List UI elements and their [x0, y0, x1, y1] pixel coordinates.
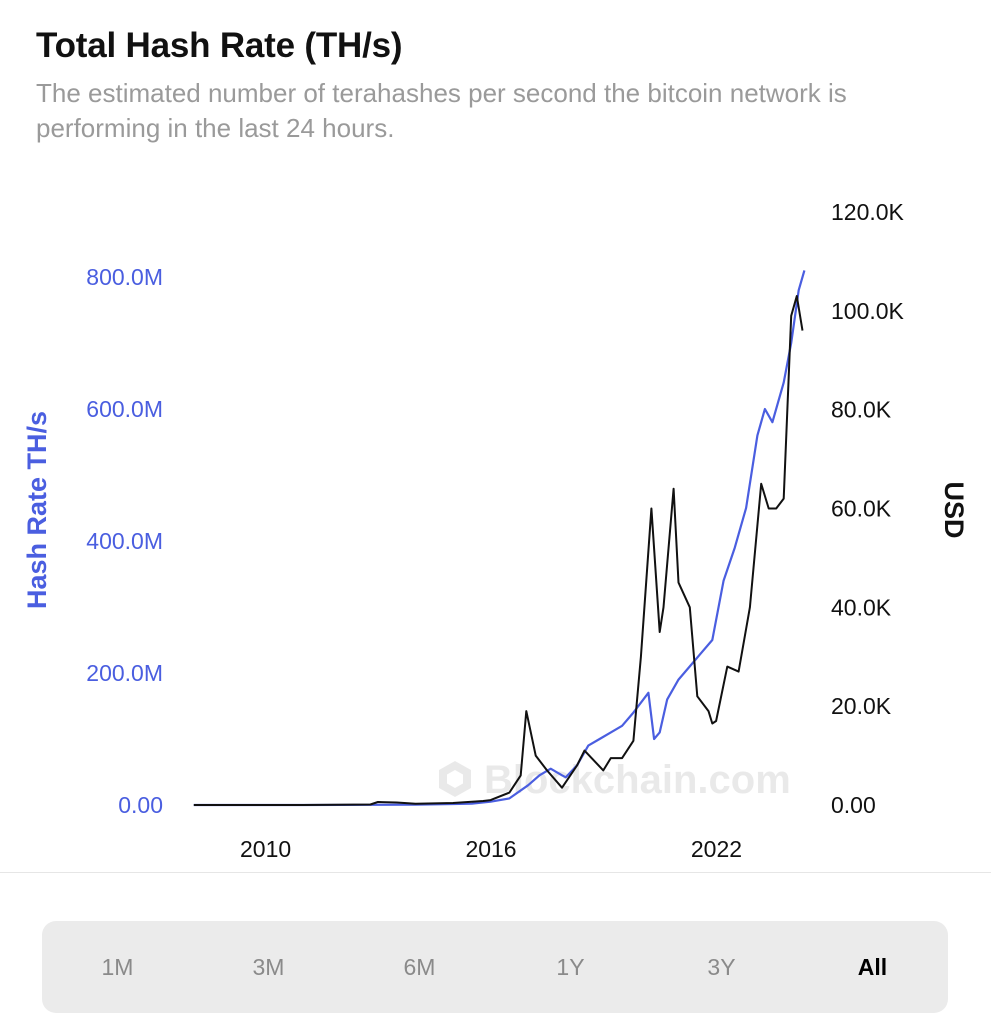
left-axis-tick-label: 600.0M: [86, 396, 163, 422]
hash-rate-series-line: [193, 270, 806, 807]
price-series-line: [193, 295, 804, 806]
x-axis-tick-label: 2016: [465, 836, 516, 860]
x-axis-tick-label: 2010: [240, 836, 291, 860]
range-1m-button[interactable]: 1M: [101, 953, 134, 980]
left-axis-tick-label: 0.00: [118, 792, 163, 818]
right-axis-tick-label: 20.0K: [831, 693, 892, 719]
left-axis-tick-label: 200.0M: [86, 660, 163, 686]
range-1y-button[interactable]: 1Y: [556, 953, 585, 980]
chart-title: Total Hash Rate (TH/s): [36, 26, 403, 65]
range-6m-button[interactable]: 6M: [403, 953, 436, 980]
range-3m-button[interactable]: 3M: [252, 953, 285, 980]
right-axis-tick-label: 40.0K: [831, 594, 892, 620]
right-axis-tick-label: 60.0K: [831, 496, 892, 522]
right-axis-ticks: 0.00 20.0K 40.0K 60.0K 80.0K 100.0K 120.0K: [831, 199, 905, 818]
x-axis-tick-label: 2022: [691, 836, 742, 860]
time-range-selector: 1M 3M 6M 1Y 3Y All: [42, 921, 948, 1013]
x-axis-ticks: 2010 2016 2022: [240, 836, 742, 860]
range-all-button[interactable]: All: [857, 953, 888, 980]
hash-rate-chart: Blockchain.com 0.00 200.0M 400.0M 600.0M 800…: [22, 199, 969, 860]
right-axis-label: USD: [939, 481, 969, 538]
right-axis-tick-label: 80.0K: [831, 397, 892, 423]
left-axis-label: Hash Rate TH/s: [22, 411, 52, 609]
right-axis-tick-label: 0.00: [831, 792, 876, 818]
divider: [0, 872, 991, 873]
left-axis-tick-label: 400.0M: [86, 528, 163, 554]
range-3y-button[interactable]: 3Y: [707, 953, 736, 980]
blockchain-logo-icon: [439, 761, 471, 797]
watermark-text: Blockchain.com: [484, 758, 791, 802]
right-axis-tick-label: 120.0K: [831, 199, 905, 225]
watermark: Blockchain.com: [439, 758, 791, 802]
left-axis-ticks: 0.00 200.0M 400.0M 600.0M 800.0M: [86, 264, 163, 818]
chart-subtitle: The estimated number of terahashes per s…: [36, 78, 847, 143]
right-axis-tick-label: 100.0K: [831, 298, 905, 324]
left-axis-tick-label: 800.0M: [86, 264, 163, 290]
